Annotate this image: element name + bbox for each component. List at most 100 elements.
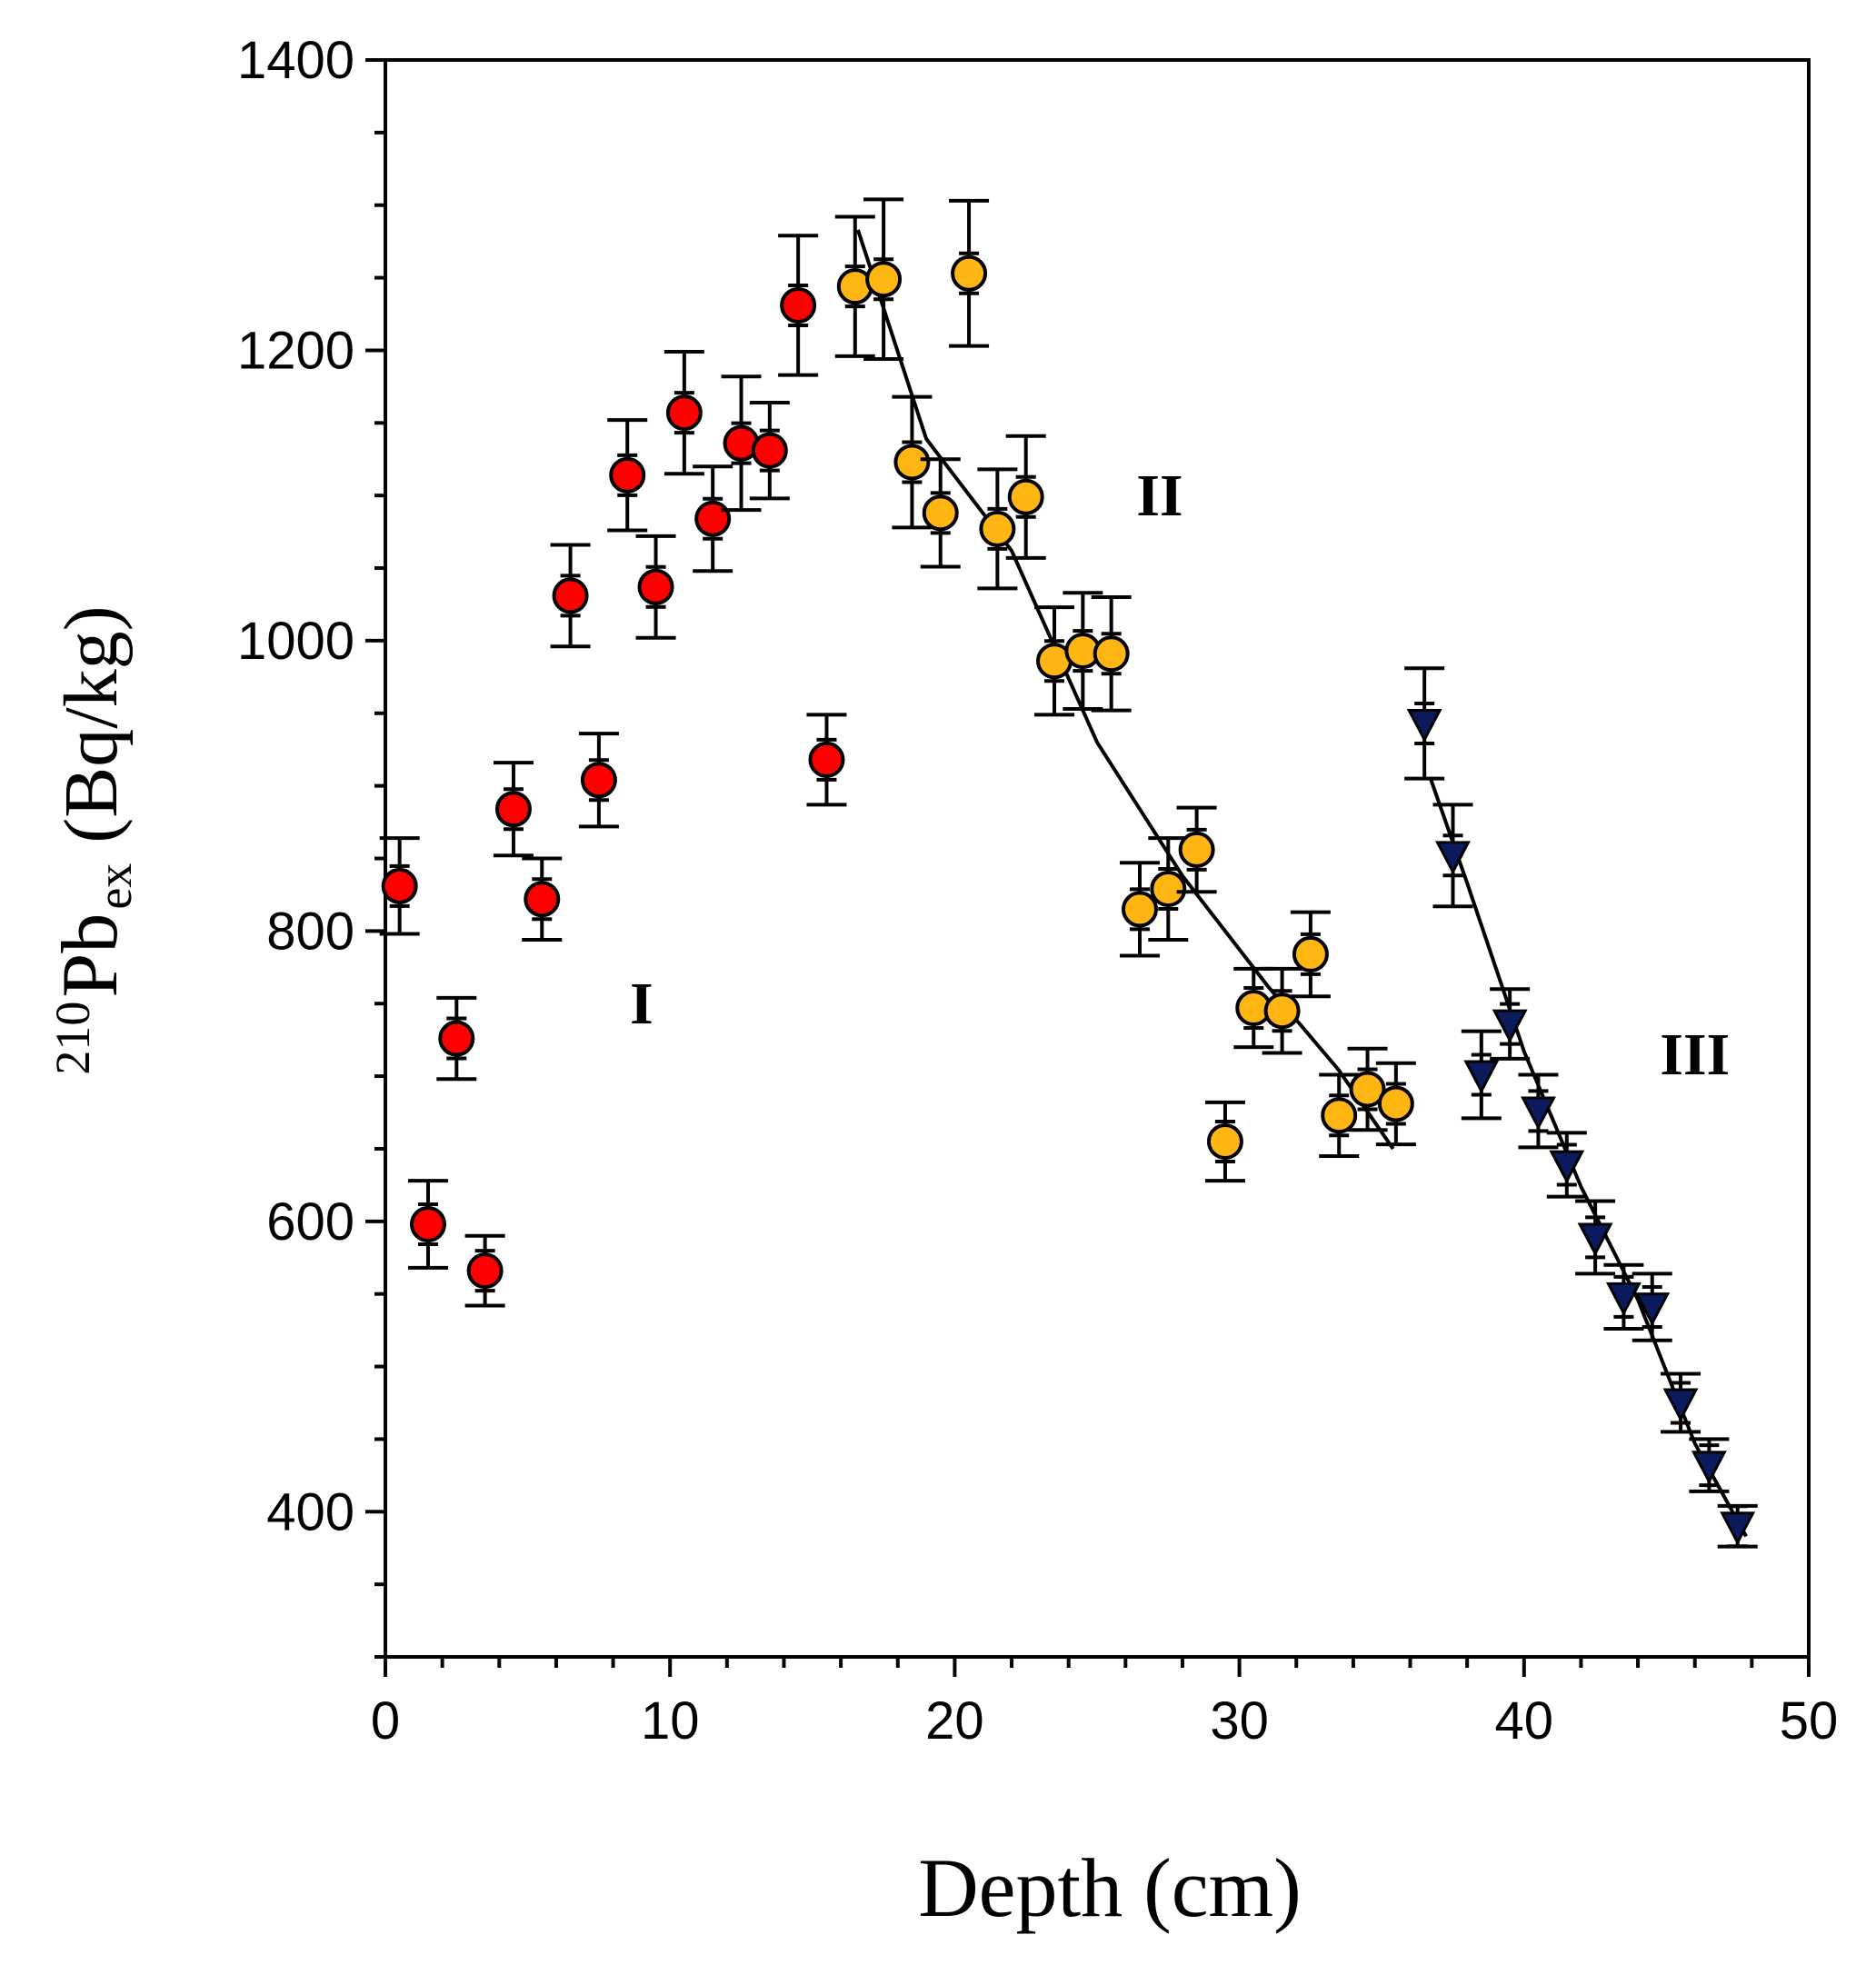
data-point-I — [522, 856, 563, 942]
data-point-II — [1119, 861, 1160, 958]
circle-marker — [808, 741, 845, 778]
data-point-III — [1518, 1072, 1559, 1150]
fit-III-line — [1428, 776, 1748, 1538]
x-tick-label: 10 — [641, 1691, 700, 1751]
triangle-down-marker — [1662, 1388, 1699, 1422]
data-point-III — [1661, 1372, 1701, 1434]
data-point-III — [1689, 1437, 1730, 1493]
triangle-down-marker — [1549, 1150, 1585, 1184]
circle-marker — [1121, 891, 1158, 928]
data-point-III — [1603, 1262, 1644, 1332]
circle-marker — [609, 456, 646, 494]
x-axis-title: Depth (cm) — [918, 1841, 1302, 1934]
circle-marker — [751, 432, 788, 469]
data-point-II — [1290, 910, 1331, 999]
data-point-II — [949, 198, 990, 348]
data-point-I — [464, 1233, 505, 1308]
circle-marker — [1377, 1085, 1414, 1122]
circle-marker — [665, 394, 703, 432]
circle-marker — [694, 500, 732, 537]
data-point-II — [1262, 966, 1302, 1055]
data-point-I — [550, 543, 591, 649]
circle-marker — [580, 762, 617, 799]
data-point-III — [1575, 1199, 1616, 1276]
circle-marker — [524, 881, 561, 918]
zone-label-I: I — [630, 971, 654, 1037]
circle-marker — [1178, 831, 1215, 868]
data-point-II — [863, 197, 904, 362]
x-tick-label: 20 — [925, 1691, 984, 1751]
data-point-I — [721, 374, 762, 513]
circle-marker — [780, 286, 817, 324]
circle-marker — [951, 254, 988, 292]
y-axis-title-isotope: 210 — [45, 1002, 100, 1075]
data-point-II — [1005, 434, 1046, 560]
circle-marker — [637, 568, 674, 605]
data-points — [379, 197, 1758, 1549]
circle-marker — [1349, 1071, 1386, 1108]
data-point-I — [749, 400, 790, 501]
y-tick-label: 1000 — [237, 612, 354, 671]
data-point-I — [493, 761, 534, 858]
axis-ticks: 0 10 20 30 40 50 400 600 800 1000 1200 1400 — [237, 31, 1838, 1751]
x-tick-label: 50 — [1780, 1691, 1839, 1751]
data-point-II — [1176, 805, 1217, 894]
triangle-down-marker — [1691, 1451, 1727, 1485]
circle-marker — [381, 867, 418, 904]
zone-label-III: III — [1660, 1022, 1730, 1088]
x-tick-label: 40 — [1495, 1691, 1554, 1751]
data-point-III — [1490, 987, 1531, 1061]
data-point-II — [920, 457, 961, 569]
data-point-I — [806, 713, 847, 807]
data-point-II — [1375, 1061, 1416, 1147]
data-point-II — [1204, 1100, 1245, 1183]
triangle-down-marker — [1720, 1511, 1756, 1546]
circle-marker — [1150, 871, 1187, 908]
data-point-II — [977, 467, 1018, 591]
y-axis-title-subscript: ex — [87, 863, 142, 910]
circle-marker — [979, 510, 1016, 547]
y-tick-label: 1200 — [237, 321, 354, 380]
circle-marker — [409, 1206, 446, 1243]
data-point-II — [1034, 605, 1075, 717]
data-point-II — [1347, 1046, 1388, 1132]
data-point-I — [693, 464, 733, 574]
data-point-III — [1461, 1029, 1502, 1121]
circle-marker — [1093, 635, 1130, 673]
data-point-II — [1148, 836, 1189, 942]
circle-marker — [1292, 935, 1329, 973]
circle-marker — [466, 1252, 504, 1290]
circle-marker — [438, 1020, 475, 1057]
data-point-II — [1091, 594, 1132, 713]
circle-marker — [1206, 1122, 1243, 1160]
circle-marker — [922, 494, 959, 532]
circle-marker — [1007, 478, 1044, 515]
data-point-III — [1546, 1131, 1587, 1199]
data-point-II — [892, 394, 933, 530]
circle-marker — [552, 577, 589, 614]
y-axis-title: 210 Pb ex (Bq/kg) — [45, 605, 142, 1074]
triangle-down-marker — [1463, 1060, 1500, 1094]
y-axis-title-element: Pb — [46, 913, 135, 998]
data-point-I — [607, 418, 648, 533]
triangle-down-marker — [1577, 1222, 1613, 1257]
data-point-III — [1717, 1503, 1758, 1549]
triangle-down-marker — [1634, 1292, 1671, 1327]
circle-marker — [1321, 1097, 1358, 1134]
circle-marker — [494, 791, 532, 828]
triangle-down-marker — [1406, 709, 1442, 743]
y-tick-label: 600 — [266, 1192, 354, 1252]
triangle-down-marker — [1605, 1282, 1642, 1316]
triangle-down-marker — [1435, 841, 1471, 875]
data-point-II — [1319, 1072, 1360, 1158]
circle-marker — [865, 261, 903, 298]
data-point-I — [578, 732, 619, 829]
y-tick-label: 400 — [266, 1482, 354, 1541]
data-point-I — [379, 836, 420, 936]
data-point-III — [1632, 1272, 1672, 1342]
zone-label-II: II — [1136, 463, 1182, 529]
y-axis-title-unit: (Bq/kg) — [49, 605, 134, 843]
